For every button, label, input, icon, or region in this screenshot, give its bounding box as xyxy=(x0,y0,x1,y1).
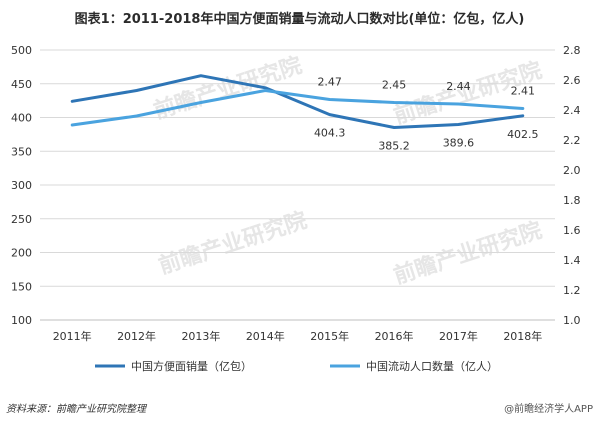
y-right-tick-1.0: 1.0 xyxy=(563,314,581,327)
data-label-1-4: 2.47 xyxy=(317,76,342,89)
data-label-1-7: 2.41 xyxy=(511,85,536,98)
y-left-tick-150: 150 xyxy=(11,280,32,293)
x-tick-2016年: 2016年 xyxy=(375,329,414,343)
y-right-tick-2.4: 2.4 xyxy=(563,104,581,117)
y-left-tick-250: 250 xyxy=(11,213,32,226)
legend-label-0: 中国方便面销量（亿包） xyxy=(131,359,252,373)
y-right-tick-1.2: 1.2 xyxy=(563,284,581,297)
brand-label: @前瞻经济学人APP xyxy=(504,404,593,415)
y-left-tick-350: 350 xyxy=(11,145,32,158)
y-left-tick-300: 300 xyxy=(11,179,32,192)
x-tick-2015年: 2015年 xyxy=(310,329,349,343)
y-left-tick-450: 450 xyxy=(11,78,32,91)
watermark-text-0: 前瞻产业研究院 xyxy=(151,52,306,124)
x-tick-2012年: 2012年 xyxy=(117,329,156,343)
data-label-1-6: 2.44 xyxy=(446,80,471,93)
x-tick-2014年: 2014年 xyxy=(246,329,285,343)
series-line-0 xyxy=(70,74,525,129)
data-label-0-7: 402.5 xyxy=(507,128,539,141)
watermark-text-3: 前瞻产业研究院 xyxy=(391,217,546,289)
y-right-tick-2.2: 2.2 xyxy=(563,134,581,147)
data-label-0-6: 389.6 xyxy=(443,137,475,150)
y-right-tick-2.6: 2.6 xyxy=(563,74,581,87)
x-tick-2013年: 2013年 xyxy=(181,329,220,343)
chart-title: 图表1：2011-2018年中国方便面销量与流动人口数对比(单位：亿包，亿人) xyxy=(74,12,525,27)
y-right-tick-1.4: 1.4 xyxy=(563,254,581,267)
series-line-1 xyxy=(70,89,525,127)
y-left-tick-200: 200 xyxy=(11,247,32,260)
legend-label-1: 中国流动人口数量（亿人） xyxy=(366,359,498,373)
source-note: 资料来源：前瞻产业研究院整理 xyxy=(6,404,146,415)
data-label-0-4: 404.3 xyxy=(314,127,346,140)
y-right-tick-2.8: 2.8 xyxy=(563,44,581,57)
y-right-tick-1.6: 1.6 xyxy=(563,224,581,237)
y-right-tick-1.8: 1.8 xyxy=(563,194,581,207)
x-tick-2017年: 2017年 xyxy=(439,329,478,343)
y-left-tick-400: 400 xyxy=(11,112,32,125)
x-tick-2018年: 2018年 xyxy=(503,329,542,343)
x-tick-2011年: 2011年 xyxy=(53,329,92,343)
y-left-tick-100: 100 xyxy=(11,314,32,327)
y-left-tick-500: 500 xyxy=(11,44,32,57)
watermark-text-2: 前瞻产业研究院 xyxy=(156,207,311,279)
data-label-1-5: 2.45 xyxy=(382,79,407,92)
data-label-0-5: 385.2 xyxy=(378,139,410,152)
y-right-tick-2.0: 2.0 xyxy=(563,164,581,177)
